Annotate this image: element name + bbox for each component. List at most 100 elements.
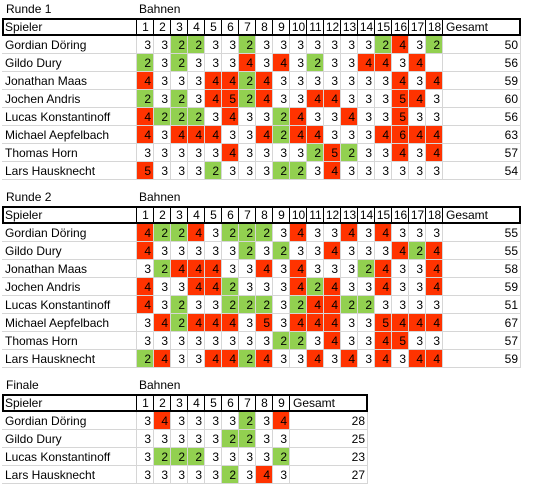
score-cell[interactable]: 3 [273, 466, 290, 484]
score-cell[interactable]: 4 [375, 332, 392, 350]
score-cell[interactable]: 3 [256, 54, 273, 72]
score-cell[interactable]: 4 [392, 144, 409, 162]
score-cell[interactable]: 4 [137, 278, 154, 296]
score-cell[interactable]: 3 [256, 36, 273, 54]
score-cell[interactable]: 2 [154, 108, 171, 126]
score-cell[interactable]: 5 [137, 162, 154, 180]
score-cell[interactable]: 4 [341, 224, 358, 242]
score-cell[interactable]: 3 [171, 144, 188, 162]
score-cell[interactable]: 3 [154, 242, 171, 260]
score-cell[interactable]: 4 [171, 126, 188, 144]
score-cell[interactable]: 3 [188, 162, 205, 180]
score-cell[interactable]: 3 [154, 144, 171, 162]
score-cell[interactable]: 4 [290, 314, 307, 332]
score-cell[interactable]: 3 [188, 242, 205, 260]
score-cell[interactable]: 3 [324, 108, 341, 126]
score-cell[interactable]: 2 [171, 90, 188, 108]
score-cell[interactable]: 2 [273, 448, 290, 466]
score-cell[interactable]: 4 [375, 278, 392, 296]
score-cell[interactable]: 2 [239, 412, 256, 430]
score-cell[interactable]: 3 [324, 36, 341, 54]
score-cell[interactable]: 2 [222, 466, 239, 484]
score-cell[interactable]: 2 [273, 126, 290, 144]
score-cell[interactable]: 3 [154, 36, 171, 54]
score-cell[interactable]: 3 [137, 466, 154, 484]
score-cell[interactable]: 2 [239, 430, 256, 448]
score-cell[interactable]: 2 [341, 144, 358, 162]
score-cell[interactable]: 3 [273, 36, 290, 54]
score-cell[interactable]: 2 [137, 54, 154, 72]
total-cell[interactable]: 67 [443, 314, 521, 332]
score-cell[interactable]: 2 [222, 224, 239, 242]
score-cell[interactable]: 3 [273, 72, 290, 90]
score-cell[interactable]: 2 [222, 430, 239, 448]
score-cell[interactable]: 3 [222, 36, 239, 54]
score-cell[interactable]: 3 [171, 350, 188, 368]
score-cell[interactable]: 3 [171, 332, 188, 350]
score-cell[interactable]: 5 [324, 144, 341, 162]
score-cell[interactable]: 2 [171, 448, 188, 466]
score-cell[interactable]: 3 [426, 90, 443, 108]
player-name[interactable]: Lars Hausknecht [2, 466, 137, 484]
score-cell[interactable]: 3 [154, 72, 171, 90]
score-cell[interactable]: 3 [222, 242, 239, 260]
score-cell[interactable]: 2 [239, 224, 256, 242]
score-cell[interactable]: 3 [154, 162, 171, 180]
total-cell[interactable]: 56 [443, 108, 521, 126]
score-cell[interactable]: 3 [307, 224, 324, 242]
score-cell[interactable]: 4 [426, 242, 443, 260]
score-cell[interactable]: 4 [188, 260, 205, 278]
score-cell[interactable]: 3 [273, 314, 290, 332]
score-cell[interactable]: 3 [256, 448, 273, 466]
score-cell[interactable]: 3 [256, 144, 273, 162]
score-cell[interactable]: 3 [375, 90, 392, 108]
score-cell[interactable]: 3 [307, 242, 324, 260]
score-cell[interactable]: 2 [375, 36, 392, 54]
score-cell[interactable]: 2 [188, 108, 205, 126]
score-cell[interactable]: 3 [154, 126, 171, 144]
score-cell[interactable]: 3 [205, 36, 222, 54]
score-cell[interactable]: 3 [290, 350, 307, 368]
score-cell[interactable]: 2 [154, 224, 171, 242]
score-cell[interactable]: 4 [137, 242, 154, 260]
score-cell[interactable]: 3 [205, 242, 222, 260]
score-cell[interactable]: 6 [392, 126, 409, 144]
total-cell[interactable]: 55 [443, 224, 521, 242]
score-cell[interactable]: 4 [426, 278, 443, 296]
score-cell[interactable]: 3 [290, 72, 307, 90]
score-cell[interactable]: 3 [341, 36, 358, 54]
score-cell[interactable]: 3 [222, 54, 239, 72]
score-cell[interactable]: 3 [409, 278, 426, 296]
player-name[interactable]: Michael Aepfelbach [2, 314, 137, 332]
score-cell[interactable]: 3 [409, 36, 426, 54]
score-cell[interactable]: 2 [256, 224, 273, 242]
score-cell[interactable]: 3 [256, 332, 273, 350]
score-cell[interactable]: 5 [375, 314, 392, 332]
score-cell[interactable]: 4 [324, 278, 341, 296]
score-cell[interactable]: 3 [188, 296, 205, 314]
score-cell[interactable]: 3 [171, 162, 188, 180]
score-cell[interactable]: 3 [205, 412, 222, 430]
score-cell[interactable]: 3 [205, 54, 222, 72]
player-name[interactable]: Lucas Konstantinoff [2, 296, 137, 314]
score-cell[interactable]: 3 [307, 260, 324, 278]
total-cell[interactable]: 57 [443, 144, 521, 162]
score-cell[interactable]: 3 [341, 278, 358, 296]
score-cell[interactable]: 4 [137, 224, 154, 242]
score-cell[interactable]: 4 [154, 350, 171, 368]
score-cell[interactable]: 3 [290, 54, 307, 72]
score-cell[interactable]: 3 [392, 162, 409, 180]
score-cell[interactable]: 3 [171, 278, 188, 296]
score-cell[interactable]: 3 [358, 108, 375, 126]
score-cell[interactable]: 3 [409, 162, 426, 180]
score-cell[interactable]: 2 [171, 108, 188, 126]
score-cell[interactable]: 4 [137, 126, 154, 144]
total-cell[interactable]: 63 [443, 126, 521, 144]
player-name[interactable]: Gordian Döring [2, 412, 137, 430]
score-cell[interactable]: 3 [171, 430, 188, 448]
score-cell[interactable]: 4 [324, 90, 341, 108]
player-name[interactable]: Lars Hausknecht [2, 350, 137, 368]
score-cell[interactable]: 4 [426, 260, 443, 278]
score-cell[interactable]: 5 [392, 332, 409, 350]
score-cell[interactable]: 3 [426, 108, 443, 126]
